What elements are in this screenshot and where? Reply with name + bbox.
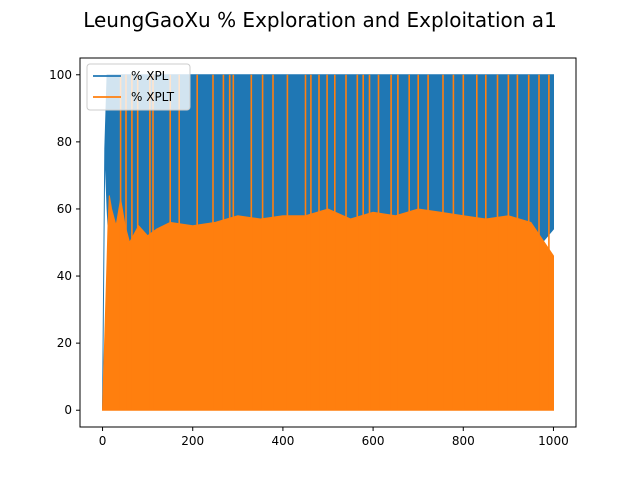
y-tick-label: 20 [57, 336, 72, 350]
x-tick-label: 800 [452, 434, 475, 448]
legend-label: % XPLT [131, 90, 175, 104]
axes-frame [79, 57, 577, 428]
y-axis: 0 20 40 60 80 100 [49, 68, 80, 417]
y-tick-label: 0 [64, 403, 72, 417]
x-axis: 0 200 400 600 800 1000 [99, 427, 569, 448]
plot-area [101, 74, 554, 411]
y-tick-label: 80 [57, 135, 72, 149]
x-tick-label: 0 [99, 434, 107, 448]
x-tick-label: 1000 [538, 434, 569, 448]
legend-label: % XPL [131, 69, 169, 83]
legend: % XPL % XPLT [86, 63, 191, 111]
y-tick-label: 40 [57, 269, 72, 283]
chart-title: LeungGaoXu % Exploration and Exploitatio… [83, 8, 557, 32]
x-tick-label: 600 [362, 434, 385, 448]
x-tick-label: 200 [181, 434, 204, 448]
y-tick-label: 100 [49, 68, 72, 82]
series-band-1 [101, 195, 554, 411]
x-tick-label: 400 [271, 434, 294, 448]
y-tick-label: 60 [57, 202, 72, 216]
